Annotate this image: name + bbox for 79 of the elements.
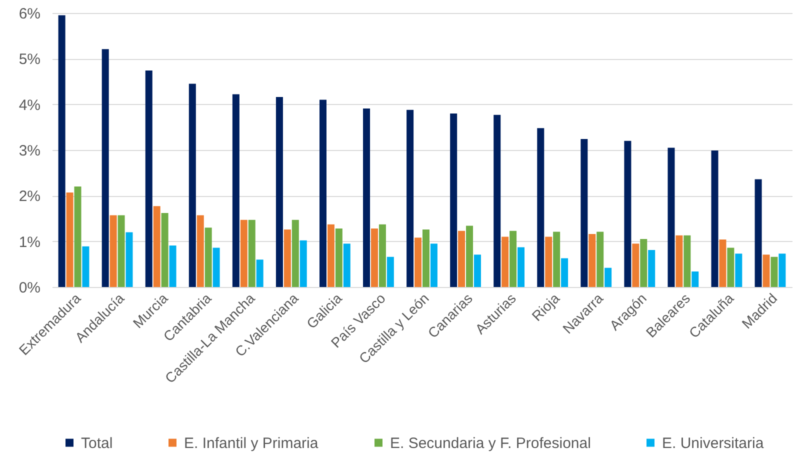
bar [256, 260, 264, 287]
bar [161, 213, 168, 287]
y-tick-label: 3% [18, 142, 40, 160]
bar [153, 206, 160, 287]
legend-label: E. Infantil y Primaria [184, 434, 319, 452]
bar [604, 268, 612, 287]
bar [458, 230, 466, 287]
bar [58, 15, 66, 287]
bar [692, 271, 699, 287]
legend-label: E. Secundaria y F. Profesional [390, 434, 591, 452]
bar [778, 254, 786, 287]
bar [406, 110, 414, 287]
bar [343, 244, 350, 287]
bar [378, 224, 386, 287]
bar [363, 108, 370, 287]
bar [668, 148, 675, 287]
bar [82, 246, 90, 287]
y-tick-label: 0% [18, 280, 40, 296]
bar [537, 128, 544, 287]
y-tick-label: 5% [18, 51, 40, 68]
bar [204, 228, 212, 287]
bar [370, 228, 378, 287]
bar [719, 240, 726, 287]
bar [502, 236, 509, 287]
bar [386, 256, 394, 287]
bar [169, 245, 176, 287]
y-tick-label: 4% [18, 96, 40, 114]
bar [232, 94, 240, 287]
y-tick-label: 1% [18, 234, 40, 251]
bar [102, 49, 109, 287]
y-tick-label: 6% [18, 6, 40, 22]
bar [450, 113, 458, 287]
bar [676, 235, 683, 287]
bar [414, 238, 422, 287]
bar [284, 229, 291, 287]
bar [596, 232, 604, 287]
bar [188, 84, 196, 287]
bar [553, 232, 560, 287]
bar [735, 254, 742, 287]
bar [754, 179, 762, 287]
legend-label: E. Universitaria [662, 434, 764, 452]
bar [588, 234, 596, 287]
bar [518, 247, 525, 287]
bar [510, 230, 517, 287]
bar [248, 220, 256, 287]
bar [118, 215, 125, 287]
bar [276, 97, 283, 287]
bar [632, 244, 640, 287]
bar [74, 186, 82, 287]
bar [196, 215, 204, 287]
y-tick-label: 2% [18, 188, 40, 206]
bar [727, 248, 734, 287]
bar [624, 140, 632, 287]
bar [430, 244, 438, 287]
bar [580, 139, 588, 287]
bar [684, 235, 691, 287]
bar [466, 226, 474, 287]
bar [292, 220, 299, 287]
bar [711, 150, 718, 287]
bar [474, 254, 481, 287]
bar [145, 70, 152, 287]
bar [770, 256, 778, 287]
bar [126, 232, 133, 287]
bar [422, 229, 430, 287]
bar [66, 192, 74, 287]
legend-label: Total [81, 434, 113, 452]
bar [648, 250, 656, 287]
bar [319, 100, 326, 287]
bar [110, 215, 117, 287]
bar [300, 240, 307, 287]
bar [212, 248, 220, 287]
bar [240, 220, 248, 287]
bar [545, 236, 552, 287]
bar [335, 228, 342, 287]
bar [494, 114, 501, 287]
bar [640, 239, 648, 287]
bar [327, 224, 334, 287]
bar [561, 258, 568, 287]
bar [762, 254, 770, 287]
